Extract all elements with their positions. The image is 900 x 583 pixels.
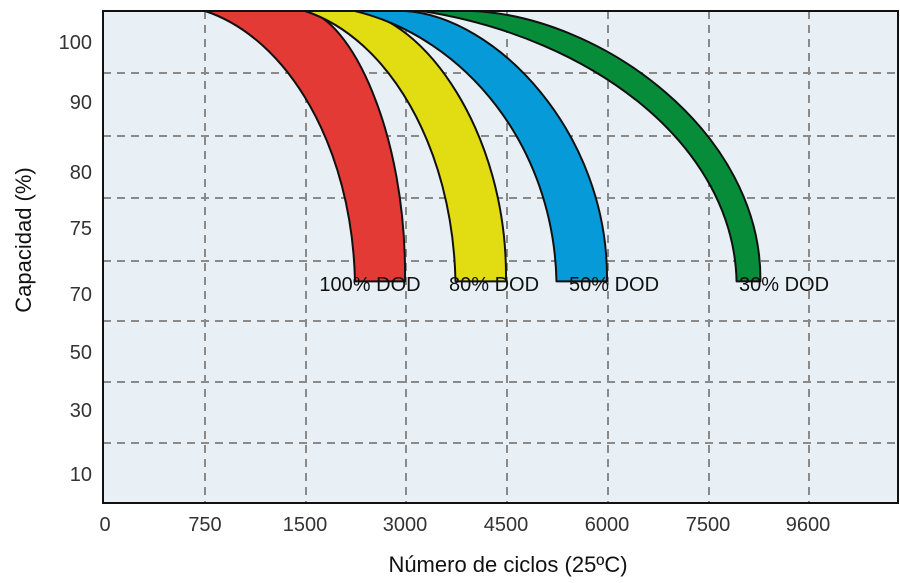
series-labels: 100% DOD 80% DOD 50% DOD 30% DOD xyxy=(319,274,829,296)
series-label: 50% DOD xyxy=(569,274,659,296)
x-tick-label: 0 xyxy=(99,514,110,536)
band-50-dod xyxy=(354,10,609,283)
x-tick-label: 3000 xyxy=(383,514,428,536)
series-label: 100% DOD xyxy=(319,274,420,296)
band-100-dod xyxy=(204,10,407,283)
y-axis-title: Capacidad (%) xyxy=(11,167,36,313)
x-tick-label: 1500 xyxy=(283,514,328,536)
grid-lines xyxy=(103,11,898,503)
x-axis-ticks: 0 750 1500 3000 4500 6000 7500 9600 xyxy=(99,514,830,536)
plot-frame xyxy=(102,10,899,504)
x-tick-label: 6000 xyxy=(585,514,630,536)
y-tick-label: 80 xyxy=(70,162,92,184)
x-tick-label: 750 xyxy=(188,514,221,536)
y-tick-label: 10 xyxy=(70,464,92,486)
band-30-dod xyxy=(420,10,762,283)
dod-bands xyxy=(204,10,762,283)
y-tick-label: 90 xyxy=(70,92,92,114)
y-tick-label: 100 xyxy=(59,32,92,54)
series-label: 80% DOD xyxy=(449,274,539,296)
band-80-dod xyxy=(304,10,508,283)
x-axis-title: Número de ciclos (25ºC) xyxy=(388,552,627,577)
y-tick-label: 75 xyxy=(70,218,92,240)
x-tick-label: 7500 xyxy=(686,514,731,536)
y-axis-ticks: 100 90 80 75 70 50 30 10 xyxy=(59,32,92,486)
y-tick-label: 30 xyxy=(70,400,92,422)
x-tick-label: 4500 xyxy=(484,514,529,536)
y-tick-label: 50 xyxy=(70,342,92,364)
x-tick-label: 9600 xyxy=(786,514,831,536)
y-tick-label: 70 xyxy=(70,284,92,306)
series-label: 30% DOD xyxy=(739,274,829,296)
